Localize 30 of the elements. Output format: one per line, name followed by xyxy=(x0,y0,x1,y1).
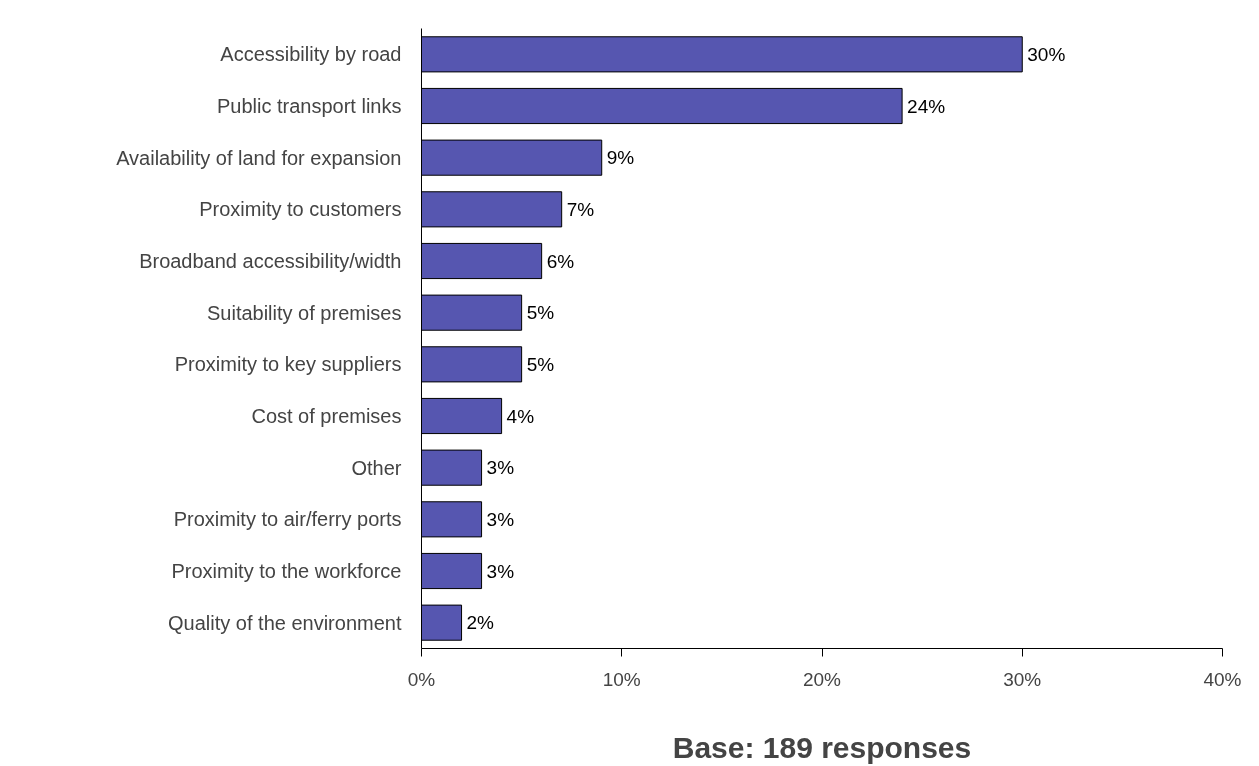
data-label: 5% xyxy=(526,302,555,324)
x-tick-label: 30% xyxy=(1003,668,1042,690)
data-label: 3% xyxy=(486,457,515,479)
y-tick-label: Proximity to key suppliers xyxy=(174,353,402,376)
data-label: 3% xyxy=(486,560,515,582)
data-label: 30% xyxy=(1027,43,1066,65)
y-tick-label: Accessibility by road xyxy=(220,43,402,66)
y-tick-label: Suitability of premises xyxy=(206,301,402,324)
y-tick-label: Other xyxy=(351,456,402,479)
data-label: 3% xyxy=(486,508,515,530)
data-label: 9% xyxy=(606,147,635,169)
data-label: 7% xyxy=(566,198,595,220)
y-tick-label: Proximity to air/ferry ports xyxy=(173,508,402,531)
y-tick-label: Availability of land for expansion xyxy=(116,146,402,169)
x-axis-title: Base: 189 responses xyxy=(672,730,972,764)
x-tick-label: 0% xyxy=(407,668,436,690)
y-tick-label: Public transport links xyxy=(216,95,402,117)
x-tick-label: 40% xyxy=(1203,668,1242,690)
y-tick-label: Broadband accessibility/width xyxy=(139,250,402,272)
y-tick-label: Cost of premises xyxy=(251,405,402,427)
data-label: 6% xyxy=(546,250,575,272)
data-label: 5% xyxy=(526,353,555,375)
y-tick-label: Quality of the environment xyxy=(168,611,402,634)
y-tick-label: Proximity to the workforce xyxy=(171,560,402,582)
data-label: 24% xyxy=(907,95,946,117)
y-tick-label: Proximity to customers xyxy=(199,198,402,221)
data-label: 4% xyxy=(506,405,535,427)
x-tick-label: 20% xyxy=(802,668,842,690)
data-label: 2% xyxy=(466,612,495,634)
x-tick-label: 10% xyxy=(602,668,641,690)
